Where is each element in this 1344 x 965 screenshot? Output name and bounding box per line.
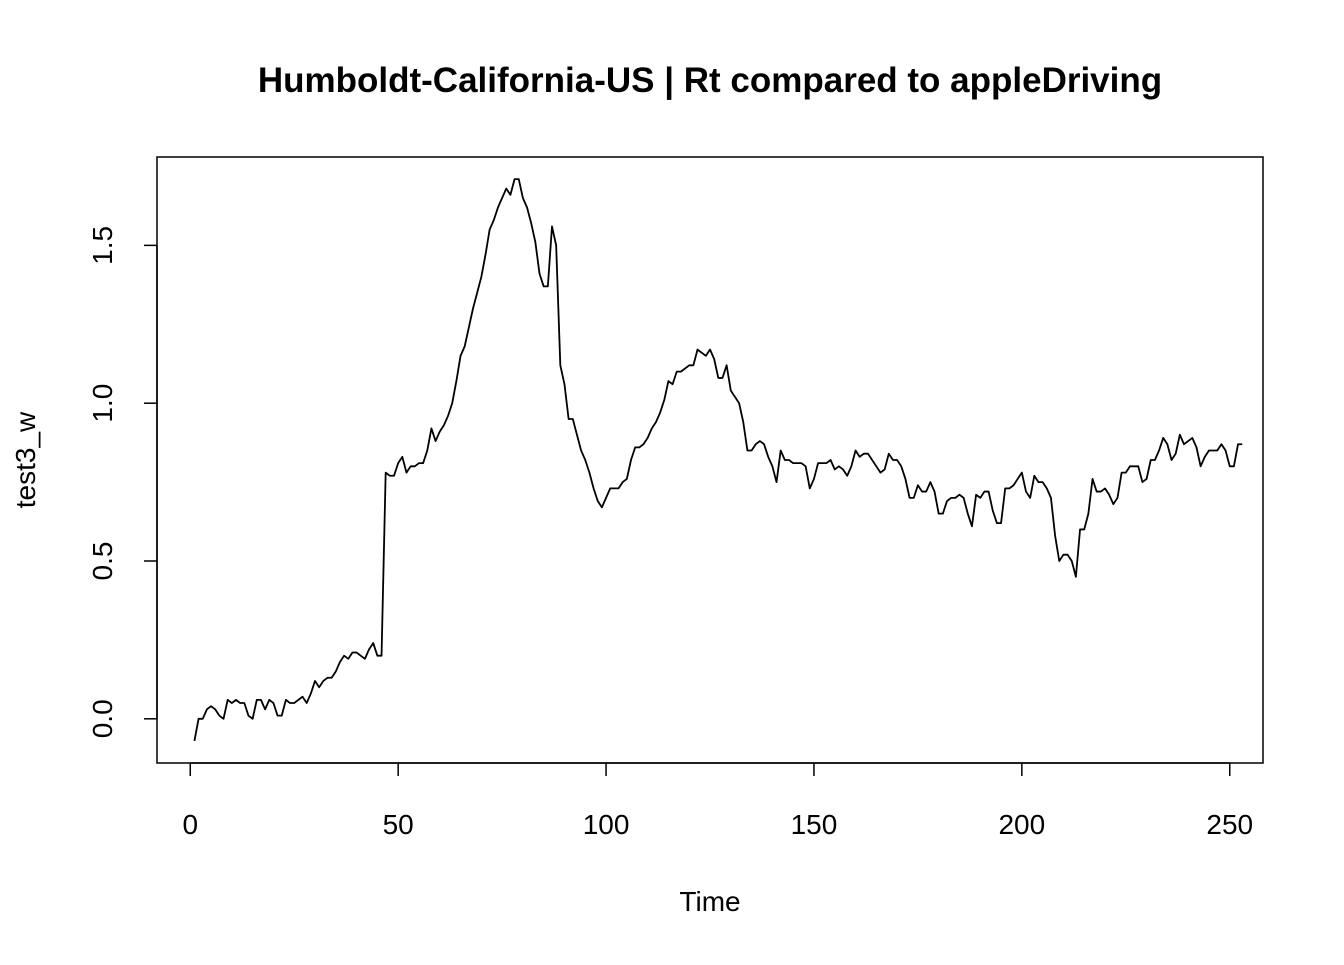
y-tick-label: 1.0 [87,384,118,423]
x-tick-label: 150 [791,809,838,840]
series-line [194,179,1242,741]
y-tick-label: 0.5 [87,542,118,581]
y-tick-label: 1.5 [87,226,118,265]
y-axis-label: test3_w [10,411,41,508]
plot-frame [157,157,1263,763]
chart-title: Humboldt-California-US | Rt compared to … [258,61,1162,100]
y-axis: 0.0 0.5 1.0 1.5 [87,226,157,738]
x-tick-label: 50 [383,809,414,840]
y-tick-label: 0.0 [87,699,118,738]
x-tick-label: 100 [583,809,630,840]
x-axis-label: Time [679,886,740,917]
x-axis: 0 50 100 150 200 250 [182,763,1253,840]
series-layer [194,179,1242,741]
x-tick-label: 200 [998,809,1045,840]
x-tick-label: 0 [182,809,198,840]
x-tick-label: 250 [1206,809,1253,840]
